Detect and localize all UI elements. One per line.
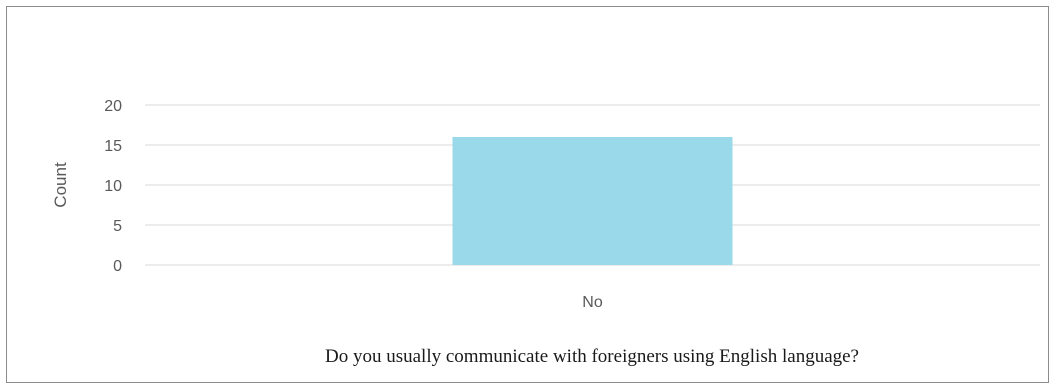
y-tick-label: 5 (113, 218, 122, 235)
x-axis-title: Do you usually communicate with foreigne… (325, 346, 859, 367)
y-tick-label: 0 (113, 258, 122, 275)
bars (452, 137, 733, 265)
bar-no (452, 137, 733, 265)
x-axis-ticks: No (582, 294, 603, 311)
y-tick-label: 10 (104, 178, 122, 195)
y-axis-title: Count (51, 162, 70, 208)
y-tick-label: 20 (104, 98, 122, 115)
x-tick-label: No (582, 294, 603, 311)
y-axis-ticks: 0 5 10 15 20 (104, 98, 122, 275)
y-tick-label: 15 (104, 138, 122, 155)
